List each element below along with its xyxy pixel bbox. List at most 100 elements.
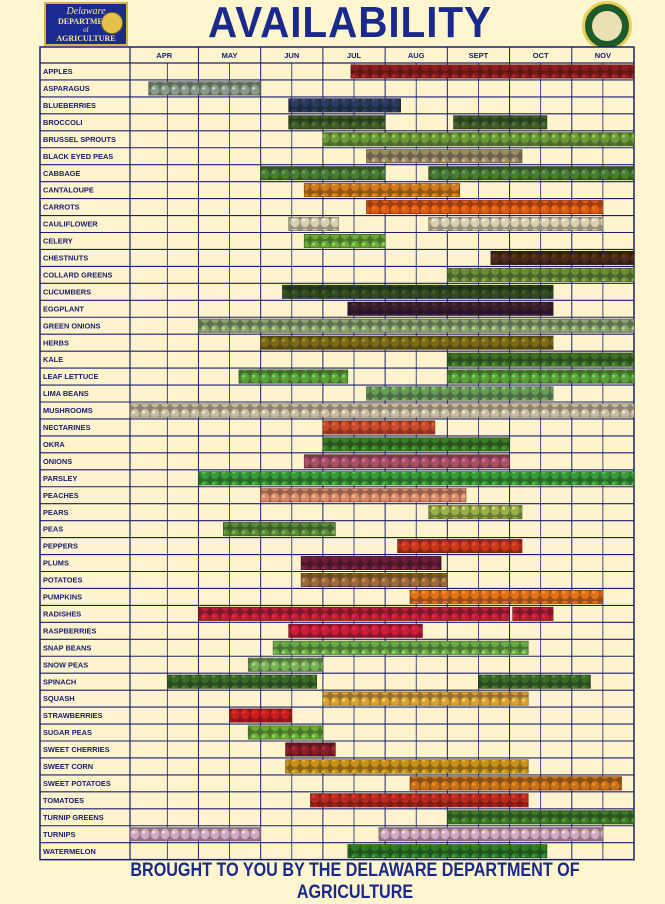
row-label: HERBS <box>43 338 69 347</box>
availability-bar <box>260 488 467 503</box>
availability-bar <box>350 64 635 79</box>
month-label-may: MAY <box>222 51 238 60</box>
row-label: CELERY <box>43 237 73 246</box>
row-label: SNAP BEANS <box>43 643 91 652</box>
row-label: SWEET POTATOES <box>43 779 111 788</box>
availability-bar <box>282 284 554 299</box>
footer-credit: BROUGHT TO YOU BY THE DELAWARE DEPARTMEN… <box>130 860 580 903</box>
row-label: CUCUMBERS <box>43 287 91 296</box>
availability-bar <box>347 844 548 859</box>
availability-bar <box>238 369 349 384</box>
availability-bar <box>428 505 523 520</box>
availability-bar <box>288 217 339 232</box>
month-label-oct: OCT <box>533 51 549 60</box>
availability-bar <box>478 674 591 689</box>
availability-bar <box>198 318 635 333</box>
availability-bar <box>347 301 554 316</box>
row-label: ONIONS <box>43 457 72 466</box>
availability-bar <box>428 166 635 181</box>
seal-inner <box>592 11 622 41</box>
row-label: NECTARINES <box>43 423 91 432</box>
availability-bar <box>300 556 442 570</box>
availability-bar <box>229 708 293 723</box>
row-label: PARSLEY <box>43 474 77 483</box>
availability-bar <box>453 115 548 130</box>
row-label: MUSHROOMS <box>43 406 93 415</box>
row-label: RASPBERRIES <box>43 626 96 635</box>
availability-bar <box>397 539 523 554</box>
row-label: SQUASH <box>43 694 75 703</box>
row-label: CHESTNUTS <box>43 254 88 263</box>
row-label: LEAF LETTUCE <box>43 372 98 381</box>
availability-bar <box>198 471 635 486</box>
availability-bar <box>490 250 635 265</box>
row-label: TURNIPS <box>43 830 76 839</box>
row-label: BROCCOLI <box>43 118 82 127</box>
row-label: GREEN ONIONS <box>43 321 101 330</box>
availability-bar <box>285 742 336 757</box>
row-label: BLUEBERRIES <box>43 101 96 110</box>
row-label: KALE <box>43 355 63 364</box>
row-label: CANTALOUPE <box>43 186 94 195</box>
month-label-jun: JUN <box>284 51 299 60</box>
availability-bar <box>288 98 401 113</box>
row-label: CABBAGE <box>43 169 80 178</box>
availability-bar <box>366 200 604 215</box>
availability-bar <box>198 606 510 621</box>
delaware-state-seal-icon <box>582 1 632 51</box>
availability-bar <box>366 149 523 164</box>
row-label: PUMPKINS <box>43 593 82 602</box>
row-label: BLACK EYED PEAS <box>43 152 113 161</box>
month-label-nov: NOV <box>595 51 611 60</box>
availability-bar <box>288 623 423 638</box>
logo-text-agriculture: AGRICULTURE <box>56 34 116 43</box>
row-label: CAULIFLOWER <box>43 220 98 229</box>
row-label: OKRA <box>43 440 65 449</box>
row-label: SWEET CHERRIES <box>43 745 110 754</box>
row-label: RADISHES <box>43 609 81 618</box>
month-label-apr: APR <box>156 51 172 60</box>
row-label: ASPARAGUS <box>43 84 90 93</box>
row-label: POTATOES <box>43 576 82 585</box>
row-label: PEACHES <box>43 491 79 500</box>
month-label-aug: AUG <box>408 51 425 60</box>
row-label: TURNIP GREENS <box>43 813 104 822</box>
availability-bar <box>322 437 510 452</box>
availability-bar <box>512 606 554 621</box>
availability-bar <box>322 691 529 706</box>
availability-bar <box>447 267 635 282</box>
availability-bar <box>322 132 635 147</box>
logo-text-department: DEPARTMENT <box>57 17 114 26</box>
availability-bar <box>148 81 261 96</box>
availability-bar <box>247 657 324 672</box>
availability-bar <box>409 589 604 604</box>
month-label-jul: JUL <box>347 51 362 60</box>
availability-bar <box>129 403 635 418</box>
row-label: STRAWBERRIES <box>43 711 103 720</box>
availability-bar <box>285 759 529 774</box>
row-label: COLLARD GREENS <box>43 270 112 279</box>
row-label: CARROTS <box>43 203 80 212</box>
row-label: PEAS <box>43 525 63 534</box>
logo-text-delaware: Delaware <box>66 6 106 17</box>
delaware-agriculture-logo: Delaware DEPARTMENT of AGRICULTURE <box>44 2 128 46</box>
row-label: PLUMS <box>43 559 69 568</box>
availability-bar <box>260 166 386 181</box>
availability-bar <box>300 572 448 587</box>
availability-bar <box>447 352 635 367</box>
availability-bar <box>167 674 317 689</box>
availability-bar <box>447 369 635 384</box>
availability-bar <box>260 335 554 350</box>
availability-bar <box>447 810 635 825</box>
logo-seal-icon <box>101 12 123 34</box>
row-label: TOMATOES <box>43 796 84 805</box>
availability-bar <box>303 454 510 469</box>
row-label: SUGAR PEAS <box>43 728 92 737</box>
availability-bar <box>303 183 461 198</box>
availability-bar <box>409 776 622 791</box>
availability-bar <box>288 115 386 130</box>
row-label: SNOW PEAS <box>43 660 88 669</box>
month-label-sept: SEPT <box>469 51 489 60</box>
availability-bar <box>428 217 604 232</box>
